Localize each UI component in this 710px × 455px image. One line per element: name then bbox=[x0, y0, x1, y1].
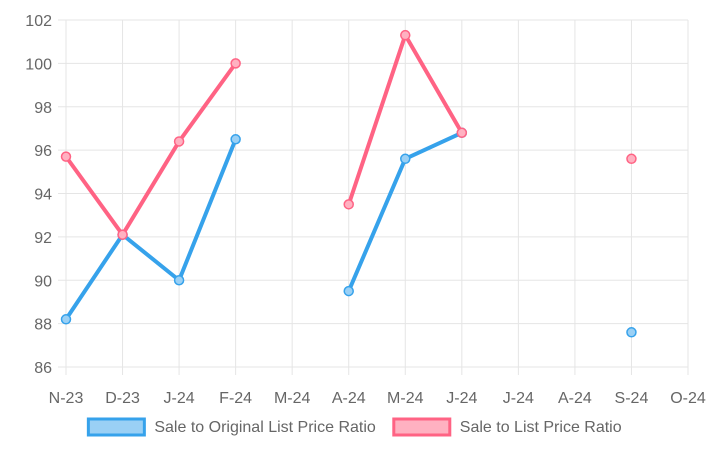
y-tick-label: 90 bbox=[34, 273, 52, 290]
data-point[interactable] bbox=[626, 327, 637, 338]
legend-item-2[interactable]: Sale to List Price Ratio bbox=[392, 417, 622, 437]
x-tick-label: J-24 bbox=[164, 390, 195, 407]
data-point[interactable] bbox=[173, 275, 185, 286]
data-point[interactable] bbox=[60, 314, 72, 325]
data-point[interactable] bbox=[173, 136, 185, 147]
data-point[interactable] bbox=[400, 29, 411, 41]
x-tick-label: O-24 bbox=[670, 390, 706, 407]
series-line bbox=[64, 137, 238, 322]
grid-lines bbox=[58, 19, 689, 375]
y-tick-label: 98 bbox=[34, 100, 52, 117]
data-point[interactable] bbox=[117, 229, 128, 240]
data-point[interactable] bbox=[230, 58, 241, 69]
legend-label: Sale to List Price Ratio bbox=[460, 419, 622, 436]
x-tick-label: A-24 bbox=[332, 390, 366, 407]
y-tick-label: 96 bbox=[34, 143, 52, 160]
data-point[interactable] bbox=[230, 134, 241, 145]
series-layer bbox=[60, 29, 637, 338]
x-tick-label: N-23 bbox=[49, 390, 84, 407]
y-tick-label: 94 bbox=[34, 187, 52, 204]
data-point[interactable] bbox=[626, 153, 637, 165]
x-tick-label: S-24 bbox=[615, 390, 649, 407]
y-axis-tick-labels: 86 88 90 92 94 96 98 100 102 bbox=[25, 13, 52, 377]
series-line bbox=[64, 61, 238, 237]
x-tick-label: J-24 bbox=[446, 390, 477, 407]
legend-item-1[interactable]: Sale to Original List Price Ratio bbox=[86, 417, 376, 437]
data-point[interactable] bbox=[60, 151, 72, 162]
y-tick-label: 102 bbox=[25, 13, 52, 30]
legend[interactable]: Sale to Original List Price Ratio Sale to… bbox=[86, 417, 622, 437]
x-tick-label: D-23 bbox=[105, 390, 140, 407]
x-tick-label: M-24 bbox=[274, 390, 311, 407]
x-tick-label: J-24 bbox=[503, 390, 534, 407]
x-tick-label: A-24 bbox=[558, 390, 592, 407]
series-2 bbox=[60, 29, 637, 240]
x-axis-tick-labels: N-23 D-23 J-24 F-24 M-24 A-24 M-24 J-24 J-24 A-24… bbox=[49, 390, 706, 407]
series-1 bbox=[60, 127, 637, 338]
data-point[interactable] bbox=[456, 127, 468, 139]
data-point[interactable] bbox=[343, 285, 354, 297]
x-tick-label: M-24 bbox=[387, 390, 424, 407]
x-tick-label: F-24 bbox=[219, 390, 252, 407]
data-point[interactable] bbox=[400, 153, 411, 165]
y-tick-label: 100 bbox=[25, 56, 52, 73]
y-tick-label: 88 bbox=[34, 317, 52, 334]
legend-swatch bbox=[392, 417, 452, 437]
legend-label: Sale to Original List Price Ratio bbox=[154, 419, 376, 436]
legend-swatch bbox=[86, 417, 146, 437]
y-tick-label: 92 bbox=[34, 230, 52, 247]
data-point[interactable] bbox=[343, 199, 354, 210]
y-tick-label: 86 bbox=[34, 360, 52, 377]
